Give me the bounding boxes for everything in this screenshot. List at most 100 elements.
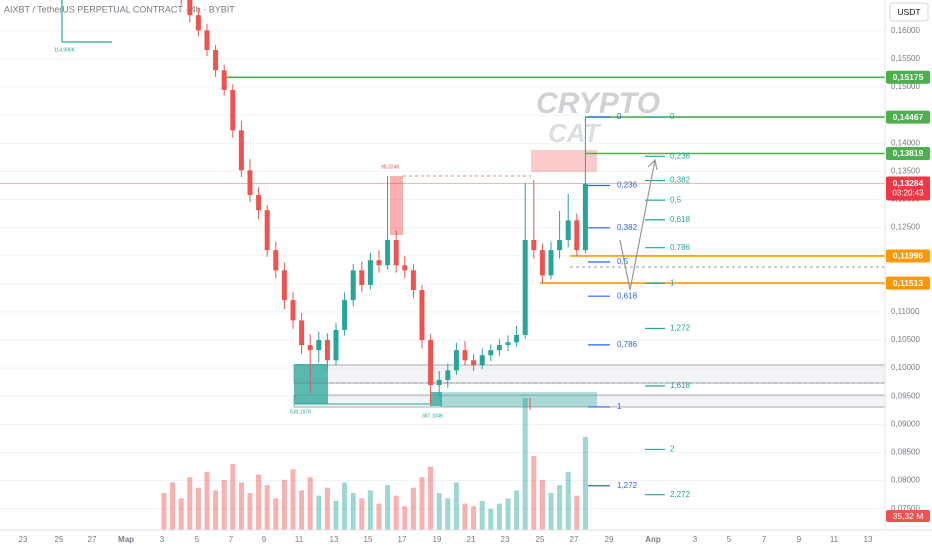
candle-body (505, 342, 511, 346)
volume-label: 35,32 M (893, 511, 924, 521)
volume-bar (307, 477, 313, 530)
candle-body (195, 15, 201, 31)
volume-bar (393, 495, 399, 530)
x-tick-label: 5 (727, 535, 732, 544)
volume-bar (479, 500, 485, 530)
supply-zone (531, 150, 597, 172)
fib-label: 0 (670, 112, 675, 121)
volume-bar (445, 498, 451, 530)
level-price-box (886, 70, 930, 84)
y-tick-label: 0,07500 (891, 504, 920, 513)
fib-label: 1,272 (617, 481, 638, 490)
candle-body (488, 350, 494, 356)
candle-body (462, 350, 468, 361)
x-tick-label: 19 (433, 535, 442, 544)
current-price-label: 0,13284 (893, 178, 924, 188)
volume-bar (548, 493, 554, 530)
candle-body (264, 210, 270, 251)
candle-body (324, 340, 330, 361)
candle-body (316, 340, 322, 351)
x-tick-label: 23 (501, 535, 510, 544)
level-price-box (886, 146, 930, 160)
currency-button[interactable] (889, 2, 929, 22)
candle-body (290, 300, 296, 321)
y-tick-label: 0,15000 (891, 82, 920, 91)
watermark: CAT (548, 118, 602, 148)
demand-zone (430, 392, 442, 406)
volume-bar (316, 495, 322, 530)
plot-area: 0 0,236 0,382 0,5 0,618 0,786 1 1,272 0 0,236 0,38… (0, 0, 885, 530)
candle-body (419, 290, 425, 341)
candle-body (350, 270, 356, 301)
watermark: CRYPTO (536, 87, 660, 120)
candle-body (574, 220, 580, 251)
annotation: 114.996K (54, 47, 76, 53)
volume-bar (195, 487, 201, 530)
candle-body (273, 250, 279, 271)
x-tick-label: 23 (19, 535, 28, 544)
fib-label: 0 (617, 112, 622, 121)
fib-label: 0,382 (617, 223, 638, 232)
candle-body (531, 239, 537, 251)
candle-body (376, 260, 382, 266)
fib-label: 2 (670, 445, 675, 454)
volume-label-box (886, 510, 930, 522)
x-tick-label: 27 (570, 535, 579, 544)
candle-body (238, 130, 244, 171)
volume-bar (453, 482, 459, 530)
candle-body (281, 270, 287, 301)
y-tick-label: 0,09500 (891, 391, 920, 400)
x-tick-label: 15 (364, 535, 373, 544)
annotation: 387.104K (422, 413, 444, 419)
volume-bar (582, 436, 588, 530)
x-tick-label: 25 (536, 535, 545, 544)
volume-bar (273, 498, 279, 530)
y-tick-label: 0,10000 (891, 363, 920, 372)
candle-body (204, 30, 210, 51)
volume-bar (187, 477, 193, 530)
level-price-label: 0,13819 (893, 148, 924, 158)
volume-bar (462, 503, 468, 530)
fib-label: 0,786 (670, 243, 691, 252)
volume-bar (342, 482, 348, 530)
candle-body (307, 345, 313, 351)
currency-button-label[interactable]: USDT (897, 7, 920, 17)
fib-label: 0,382 (670, 176, 691, 185)
level-price-box (886, 249, 930, 263)
volume-bar (350, 493, 356, 530)
candle-body (359, 270, 365, 285)
x-tick-label: 29 (605, 535, 614, 544)
level-price-label: 0,11996 (893, 251, 924, 261)
candle-body (247, 170, 253, 196)
axis: 0,160000,155000,150000,145000,140000,135… (19, 26, 930, 544)
candle-body (445, 370, 451, 380)
volume-bar (238, 482, 244, 530)
demand-zone (440, 392, 597, 407)
candle-body (333, 329, 339, 361)
candle-body (479, 355, 485, 366)
volume-bar (247, 493, 253, 530)
level-price-label: 0,14467 (893, 112, 924, 122)
volume-bar (213, 490, 219, 530)
volume-bar (522, 397, 528, 530)
fib-label: 1 (617, 402, 622, 411)
annotation: 630.197K (290, 409, 312, 415)
volume-bar (557, 485, 563, 530)
volume-bar (385, 485, 391, 530)
volume-bar (565, 471, 571, 530)
volume-bar (531, 456, 537, 530)
x-tick-label: 11 (295, 535, 304, 544)
candle-body (565, 220, 571, 240)
candle-body (393, 239, 399, 266)
y-tick-label: 0,08500 (891, 448, 920, 457)
x-tick-label: 17 (398, 535, 407, 544)
fib-label: 1,272 (670, 324, 691, 333)
x-tick-label: 27 (88, 535, 97, 544)
volume-bar (376, 503, 382, 530)
fib-label: 0,618 (670, 215, 691, 224)
volume-bar (367, 490, 373, 530)
candle-body (410, 270, 416, 291)
fibs: 0 0,236 0,382 0,5 0,618 0,786 1 1,272 0 0,236 0,38… (588, 112, 691, 499)
